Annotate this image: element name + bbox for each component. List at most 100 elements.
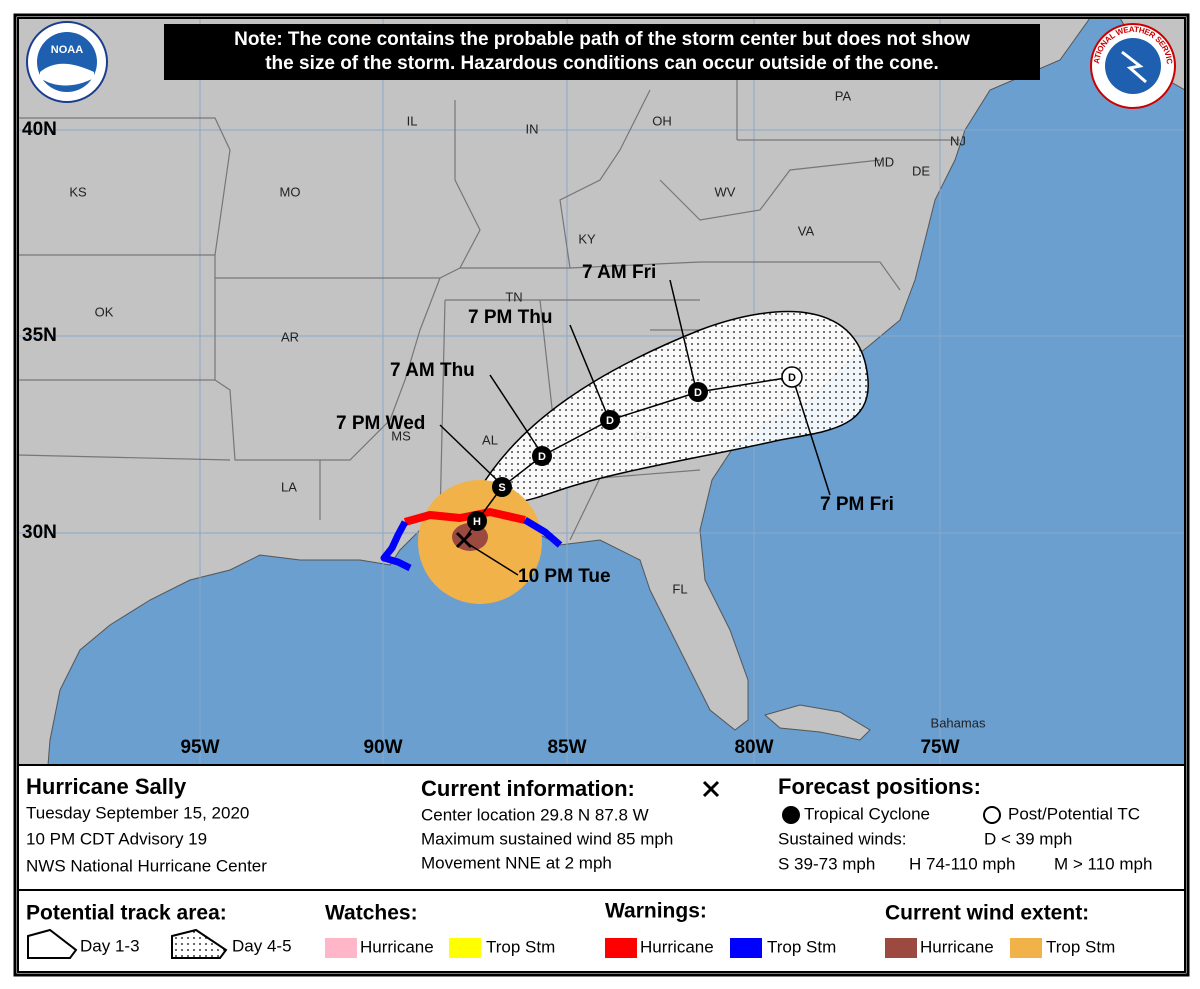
forecast-line: D < 39 mph (984, 829, 1072, 848)
legend-item: Trop Stm (486, 937, 555, 956)
legend-heading: Watches: (325, 902, 418, 925)
hurricane-extent-swatch (885, 938, 917, 958)
state-label: VA (798, 223, 815, 238)
state-label: AL (482, 432, 498, 447)
logo-bird (40, 63, 94, 86)
current-line: Center location 29.8 N 87.8 W (421, 805, 649, 824)
logo-bolt (1121, 50, 1147, 84)
trop-extent-swatch (1010, 938, 1042, 958)
cuba (763, 704, 871, 741)
current-line: Movement NNE at 2 mph (421, 853, 612, 872)
state-label: KY (578, 231, 596, 246)
forecast-line: S 39-73 mph (778, 854, 875, 873)
trop-warning-swatch (730, 938, 762, 958)
marker-letter: D (606, 415, 614, 427)
state-label: NJ (950, 133, 966, 148)
legend-item: Trop Stm (767, 937, 836, 956)
state-label: PA (835, 88, 852, 103)
state-label: TN (505, 289, 522, 304)
state-label: MD (874, 154, 894, 169)
state-label: MS (391, 428, 411, 443)
land (17, 17, 1091, 766)
border (659, 80, 960, 221)
outer-frame (13, 13, 1190, 977)
day45-swatch (171, 928, 228, 959)
info-line: 10 PM CDT Advisory 19 (26, 829, 207, 848)
note-line: Note: The cone contains the probable pat… (234, 29, 970, 50)
legend-heading: Current wind extent: (885, 902, 1089, 925)
border (17, 379, 231, 461)
logo-text: NOAA (51, 44, 83, 56)
state-label: IN (526, 121, 539, 136)
forecast-line: Post/Potential TC (1008, 804, 1140, 823)
leader-line (569, 324, 607, 413)
forecast-time: 7 AM Fri (582, 262, 656, 283)
post-tropical-symbol (983, 806, 1001, 824)
day13-swatch (27, 928, 78, 959)
state-label: OK (95, 304, 114, 319)
current-heading: Current information: (421, 776, 635, 801)
legend-heading: Potential track area: (26, 902, 227, 925)
info-line: NWS National Hurricane Center (26, 856, 267, 875)
forecast-points: H S D D D D (467, 366, 803, 531)
coordinate-labels: 40N 35N 30N 95W 90W 85W 80W 75W (22, 119, 960, 758)
state-label: LA (281, 479, 297, 494)
legend-item: Day 4-5 (232, 936, 292, 955)
legend-item: Hurricane (640, 937, 714, 956)
forecast-line: Sustained winds: (778, 829, 907, 848)
state-label: KS (69, 184, 87, 199)
post-tropical-point (781, 366, 803, 388)
border (18, 117, 231, 256)
marker-letter: H (473, 516, 481, 528)
border (320, 277, 441, 461)
noaa-logo: NOAA (26, 21, 108, 103)
leader-line (469, 544, 519, 576)
trop-storm-warning (380, 516, 563, 572)
forecast-point (467, 511, 487, 531)
forecast-line: M > 110 mph (1054, 854, 1152, 873)
border (454, 100, 481, 269)
lon-label: 75W (920, 737, 959, 758)
state-label: DE (912, 163, 930, 178)
note-box (164, 24, 1040, 80)
state-label: FL (672, 581, 687, 596)
leader-line (794, 384, 831, 496)
info-panel (17, 764, 1186, 891)
forecast-heading: Forecast positions: (778, 774, 981, 799)
forecast-point (688, 382, 708, 402)
lat-label: 30N (22, 522, 57, 543)
forecast-line: Tropical Cyclone (804, 804, 930, 823)
hurricane-watch-swatch (325, 938, 357, 958)
legend-item: Day 1-3 (80, 936, 140, 955)
hurricane-warning-swatch (605, 938, 637, 958)
forecast-cone (477, 310, 869, 504)
state-label: AR (281, 329, 299, 344)
info-line: Tuesday September 15, 2020 (26, 803, 249, 822)
forecast-time: 7 PM Wed (336, 413, 425, 434)
current-line: Maximum sustained wind 85 mph (421, 829, 673, 848)
forecast-time: 7 PM Fri (820, 494, 894, 515)
trop-watch-swatch (449, 938, 481, 958)
lat-label: 35N (22, 325, 57, 346)
lon-label: 90W (363, 737, 402, 758)
forecast-time: 7 AM Thu (390, 360, 475, 381)
current-position (455, 531, 473, 549)
leader-line (669, 279, 696, 386)
marker-letter: D (538, 451, 546, 463)
legend-heading: Warnings: (605, 900, 707, 923)
forecast-line: H 74-110 mph (909, 854, 1015, 873)
forecast-time: 10 PM Tue (518, 566, 611, 587)
forecast-times: 7 AM Fri 7 PM Thu 7 AM Thu 7 PM Wed 7 PM… (336, 262, 894, 587)
current-symbol (702, 780, 720, 798)
forecast-point (532, 446, 552, 466)
border (439, 299, 701, 541)
marker-letter: D (694, 387, 702, 399)
legend-item: Trop Stm (1046, 937, 1115, 956)
tropical-symbol (782, 806, 800, 824)
lon-label: 85W (547, 737, 586, 758)
note-line: the size of the storm. Hazardous conditi… (265, 53, 939, 74)
marker-letter: S (498, 482, 505, 494)
hurricane-warning (403, 508, 526, 526)
label-leaders (439, 279, 831, 576)
